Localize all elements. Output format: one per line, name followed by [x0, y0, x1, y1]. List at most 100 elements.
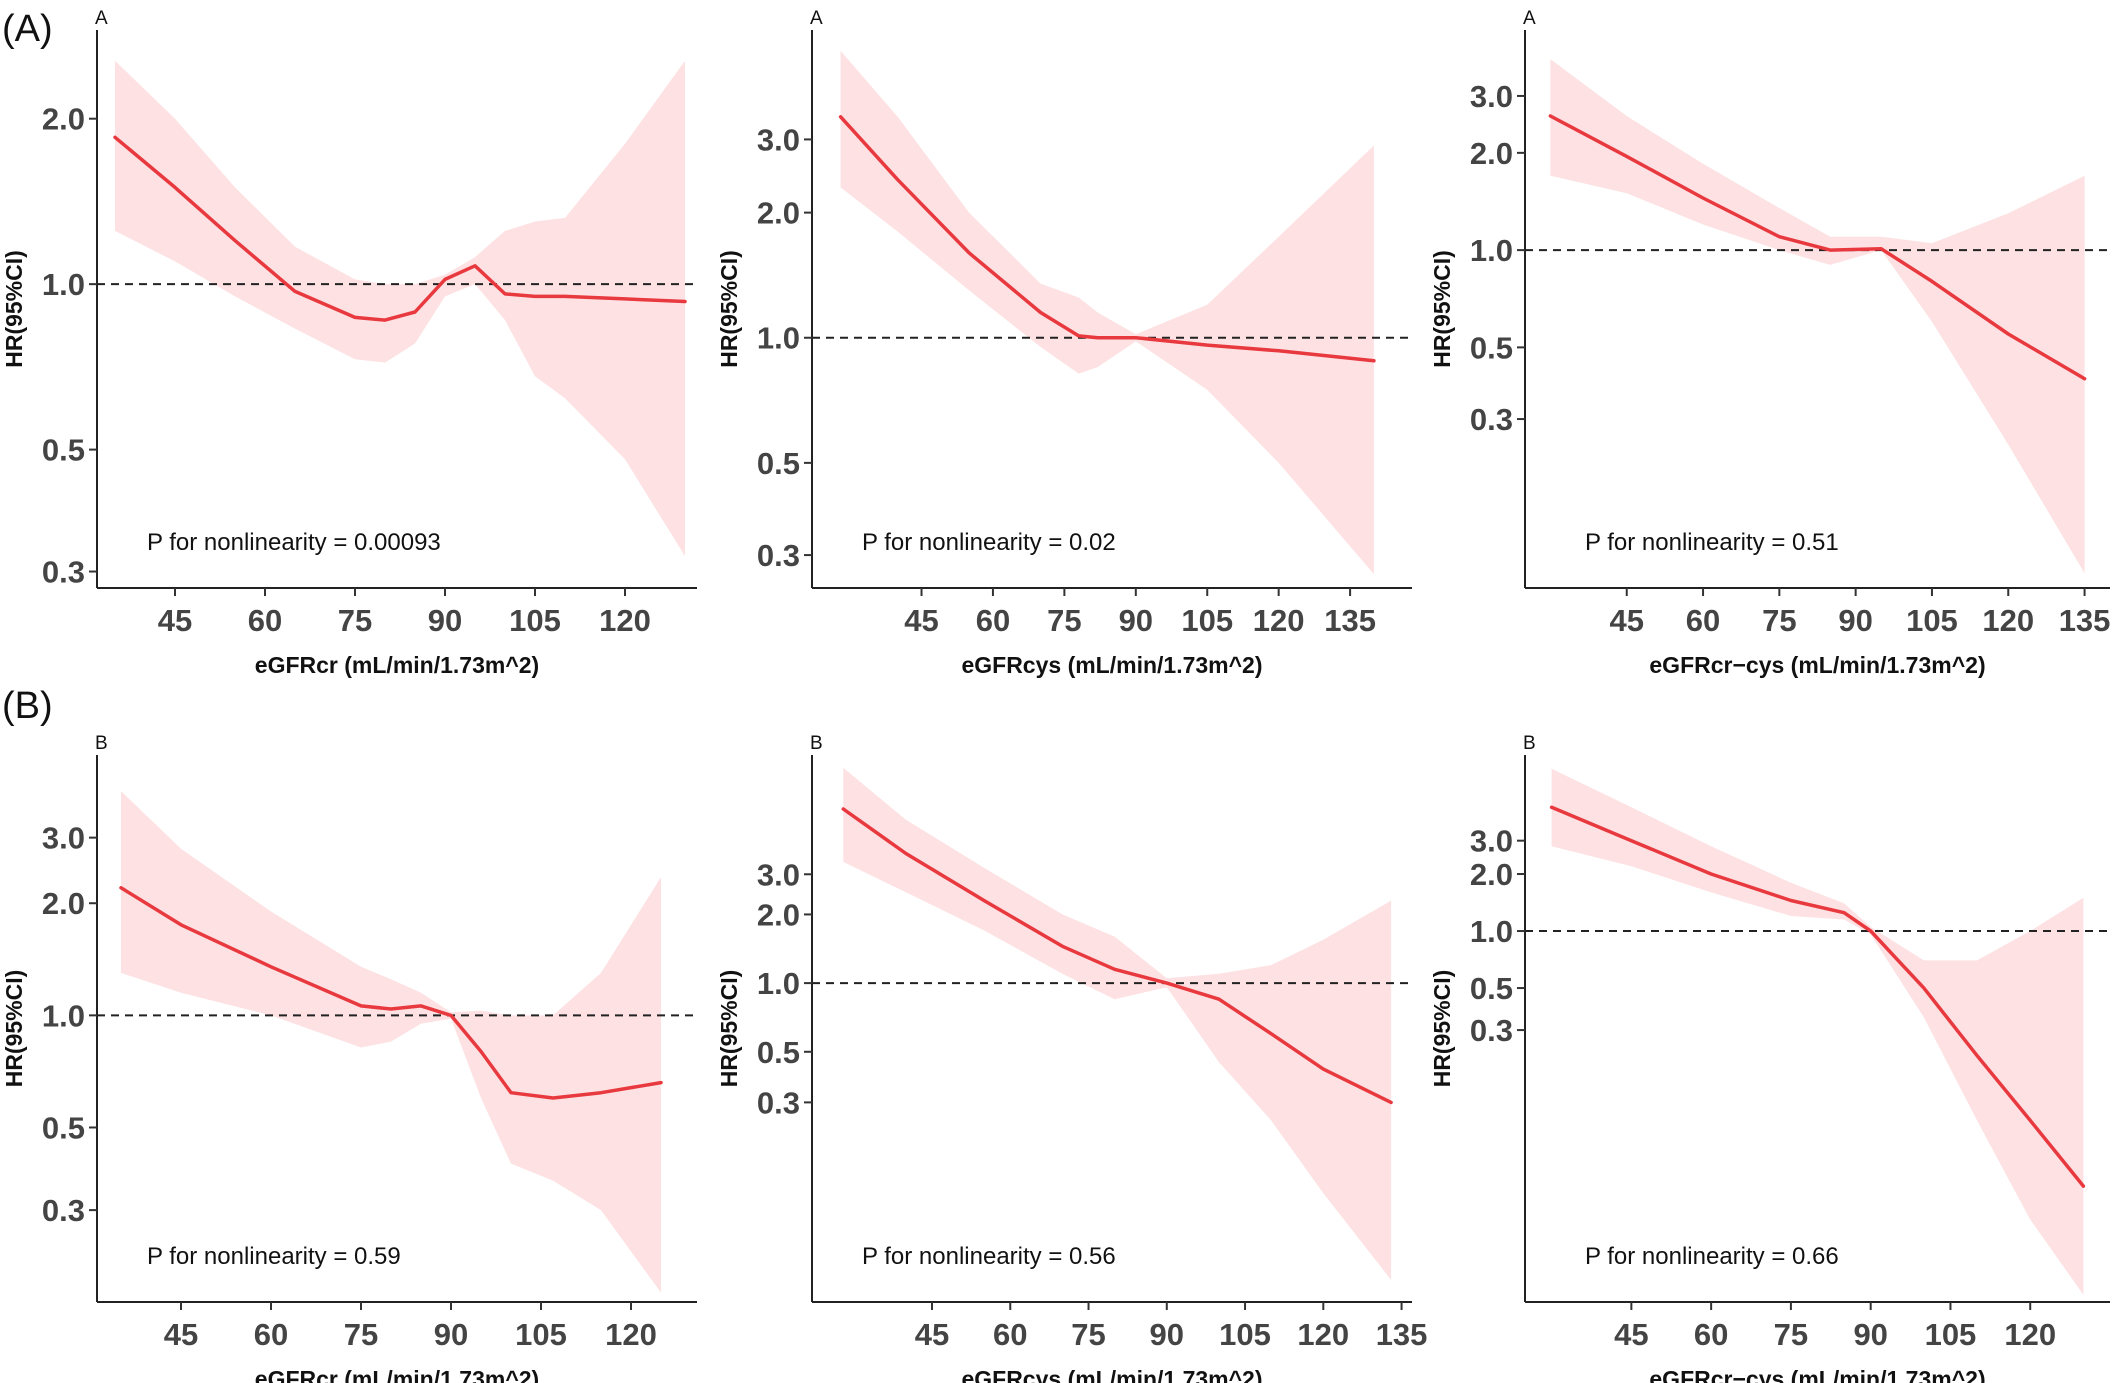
x-tick-label: 120: [2004, 1317, 2056, 1352]
panel-tag: B: [810, 733, 823, 754]
x-tick-label: 120: [1982, 603, 2034, 638]
y-tick-label: 2.0: [757, 196, 800, 231]
x-tick-label: 60: [1694, 1317, 1728, 1352]
x-tick-label: 105: [1906, 603, 1958, 638]
y-tick-label: 1.0: [42, 998, 85, 1033]
nonlinearity-annotation: P for nonlinearity = 0.00093: [147, 529, 441, 556]
x-tick-label: 45: [1614, 1317, 1648, 1352]
y-tick-label: 2.0: [757, 897, 800, 932]
x-tick-label: 60: [993, 1317, 1027, 1352]
x-tick-label: 90: [1150, 1317, 1184, 1352]
x-tick-label: 45: [164, 1317, 198, 1352]
ci-band: [843, 767, 1392, 1280]
y-tick-label: 1.0: [757, 321, 800, 356]
nonlinearity-annotation: P for nonlinearity = 0.02: [862, 529, 1116, 556]
x-tick-label: 45: [1609, 603, 1643, 638]
x-axis-label: eGFRcr−cys (mL/min/1.73m^2): [1649, 652, 1985, 678]
y-tick-label: 0.3: [42, 555, 85, 590]
nonlinearity-annotation: P for nonlinearity = 0.56: [862, 1243, 1116, 1270]
x-tick-label: 60: [254, 1317, 288, 1352]
x-tick-label: 75: [1071, 1317, 1105, 1352]
x-tick-label: 90: [434, 1317, 468, 1352]
x-tick-label: 90: [1853, 1317, 1887, 1352]
y-tick-label: 0.5: [42, 433, 85, 468]
panel-tag: A: [95, 8, 108, 29]
y-axis-label: HR(95%CI): [1, 970, 27, 1088]
panel-1-1: 0.3 0.5 1.0 2.0 3.0 45 60 75 90 105 120 135 BeGFRcys…: [716, 733, 1427, 1383]
x-tick-label: 105: [515, 1317, 567, 1352]
x-tick-label: 45: [158, 603, 192, 638]
y-tick-label: 0.3: [757, 1085, 800, 1120]
y-tick-label: 3.0: [42, 821, 85, 856]
x-tick-label: 120: [605, 1317, 657, 1352]
panel-tag: B: [95, 733, 108, 754]
y-tick-label: 2.0: [42, 102, 85, 137]
nonlinearity-annotation: P for nonlinearity = 0.51: [1585, 529, 1839, 556]
y-axis-label: HR(95%CI): [716, 970, 742, 1088]
y-tick-label: 1.0: [1470, 914, 1513, 949]
y-tick-label: 1.0: [1470, 233, 1513, 268]
panel-tag: A: [1523, 8, 1536, 29]
panel-tag: A: [810, 8, 823, 29]
row-label-a: (A): [2, 8, 53, 50]
hr-curve: [838, 115, 1376, 363]
y-tick-label: 2.0: [1470, 136, 1513, 171]
x-axis-label: eGFRcr−cys (mL/min/1.73m^2): [1649, 1366, 1985, 1383]
x-tick-label: 60: [1686, 603, 1720, 638]
x-tick-label: 135: [1376, 1317, 1428, 1352]
x-tick-label: 75: [1774, 1317, 1808, 1352]
y-tick-label: 0.5: [757, 1035, 800, 1070]
x-tick-label: 45: [904, 603, 938, 638]
y-tick-label: 1.0: [42, 267, 85, 302]
x-tick-label: 105: [1181, 603, 1233, 638]
x-tick-label: 60: [976, 603, 1010, 638]
y-tick-label: 0.5: [1470, 330, 1513, 365]
y-tick-label: 3.0: [757, 857, 800, 892]
ci-band: [840, 50, 1374, 575]
hr-curve: [1549, 805, 2086, 1188]
y-tick-label: 0.3: [757, 538, 800, 573]
nonlinearity-annotation: P for nonlinearity = 0.59: [147, 1243, 401, 1270]
x-tick-label: 60: [248, 603, 282, 638]
x-tick-label: 120: [1297, 1317, 1349, 1352]
x-tick-label: 75: [1047, 603, 1081, 638]
x-tick-label: 90: [428, 603, 462, 638]
x-tick-label: 105: [1219, 1317, 1271, 1352]
y-tick-label: 0.5: [757, 446, 800, 481]
x-tick-label: 135: [1324, 603, 1376, 638]
panel-tag: B: [1523, 733, 1536, 754]
y-tick-label: 0.3: [1470, 1013, 1513, 1048]
row-label-b: (B): [2, 685, 53, 727]
y-axis-label: HR(95%CI): [1, 250, 27, 368]
x-tick-label: 105: [509, 603, 561, 638]
panel-0-2: 0.3 0.5 1.0 2.0 3.0 45 60 75 90 105 120 135 AeGFRcr−…: [1429, 8, 2110, 678]
panel-0-1: 0.3 0.5 1.0 2.0 3.0 45 60 75 90 105 120 135 AeGFRcys…: [716, 8, 1412, 678]
hr-curve: [119, 886, 663, 1100]
x-tick-label: 105: [1925, 1317, 1977, 1352]
ci-band: [1551, 768, 2084, 1295]
ci-band: [1550, 59, 2085, 574]
panel-1-2: 0.3 0.5 1.0 2.03.0 45 60 75 90 105 120 BeGFRcr−cys…: [1429, 733, 2110, 1383]
hr-curve: [1548, 114, 2087, 381]
x-tick-label: 120: [1253, 603, 1305, 638]
x-axis-label: eGFRcr (mL/min/1.73m^2): [255, 652, 539, 678]
y-tick-label: 3.0: [757, 122, 800, 157]
y-tick-label: 0.3: [42, 1193, 85, 1228]
y-axis-label: HR(95%CI): [1429, 970, 1455, 1088]
x-axis-label: eGFRcr (mL/min/1.73m^2): [255, 1366, 539, 1383]
nonlinearity-annotation: P for nonlinearity = 0.66: [1585, 1243, 1839, 1270]
y-tick-label: 0.5: [42, 1110, 85, 1145]
x-tick-label: 90: [1838, 603, 1872, 638]
x-axis-label: eGFRcys (mL/min/1.73m^2): [961, 1366, 1262, 1383]
x-tick-label: 45: [915, 1317, 949, 1352]
y-tick-label: 1.0: [757, 966, 800, 1001]
y-tick-label: 3.0: [1470, 824, 1513, 859]
x-tick-label: 75: [344, 1317, 378, 1352]
hr-curve: [841, 807, 1393, 1105]
y-tick-label: 2.0: [42, 886, 85, 921]
y-tick-label: 2.0: [1470, 857, 1513, 892]
ci-band: [115, 60, 685, 557]
y-tick-label: 0.5: [1470, 971, 1513, 1006]
